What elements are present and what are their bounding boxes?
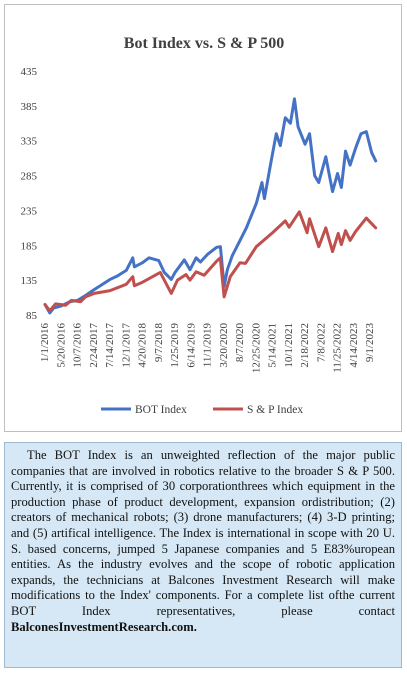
y-tick-label: 385 (21, 101, 38, 113)
x-tick-label: 4/20/2018 (137, 323, 149, 368)
x-tick-label: 1/25/2019 (169, 323, 181, 368)
bot-index-line (43, 97, 378, 315)
x-tick-label: 12/1/2017 (120, 323, 132, 368)
contact-link[interactable]: BalconesInvestmentResearch.com. (11, 619, 197, 634)
y-tick-label: 85 (26, 310, 38, 322)
legend-label: BOT Index (135, 404, 187, 416)
description-box: The BOT Index is an unweighted reflectio… (4, 442, 402, 668)
x-tick-label: 9/1/2023 (364, 323, 376, 363)
x-tick-label: 10/1/2021 (283, 323, 295, 368)
x-tick-label: 9/7/2018 (153, 323, 165, 363)
x-tick-label: 2/18/2022 (299, 323, 311, 368)
x-tick-label: 11/25/2022 (332, 323, 344, 373)
chart-title: Bot Index vs. S & P 500 (124, 35, 284, 52)
x-tick-label: 2/24/2017 (88, 323, 100, 368)
y-tick-label: 435 (21, 66, 38, 78)
x-tick-label: 8/7/2020 (234, 323, 246, 363)
y-tick-label: 335 (21, 136, 38, 148)
chart-frame: Bot Index vs. S & P 500 85 135 185 235 285 335… (4, 4, 402, 432)
x-tick-label: 11/1/2019 (202, 323, 214, 368)
x-tick-label: 5/20/2016 (55, 323, 67, 368)
sp-index-line (43, 210, 378, 313)
legend-label: S & P Index (247, 404, 303, 416)
y-tick-label: 135 (21, 275, 38, 287)
y-tick-label: 235 (21, 205, 38, 217)
x-tick-label: 6/14/2019 (185, 323, 197, 368)
y-tick-label: 185 (21, 240, 38, 252)
x-tick-label: 7/14/2017 (104, 323, 116, 368)
description-text: The BOT Index is an unweighted reflectio… (11, 448, 395, 618)
x-tick-label: 4/14/2023 (348, 323, 360, 368)
x-tick-label: 10/7/2016 (72, 323, 84, 368)
line-chart: Bot Index vs. S & P 500 85 135 185 235 285 335… (21, 35, 378, 416)
x-tick-label: 5/14/2021 (267, 323, 279, 368)
description-paragraph: The BOT Index is an unweighted reflectio… (11, 448, 395, 635)
x-tick-label: 1/1/2016 (39, 323, 51, 363)
x-tick-label: 12/25/2020 (250, 323, 262, 374)
y-tick-label: 285 (21, 171, 38, 183)
x-tick-label: 7/8/2022 (315, 323, 327, 362)
x-tick-label: 3/20/2020 (218, 323, 230, 368)
